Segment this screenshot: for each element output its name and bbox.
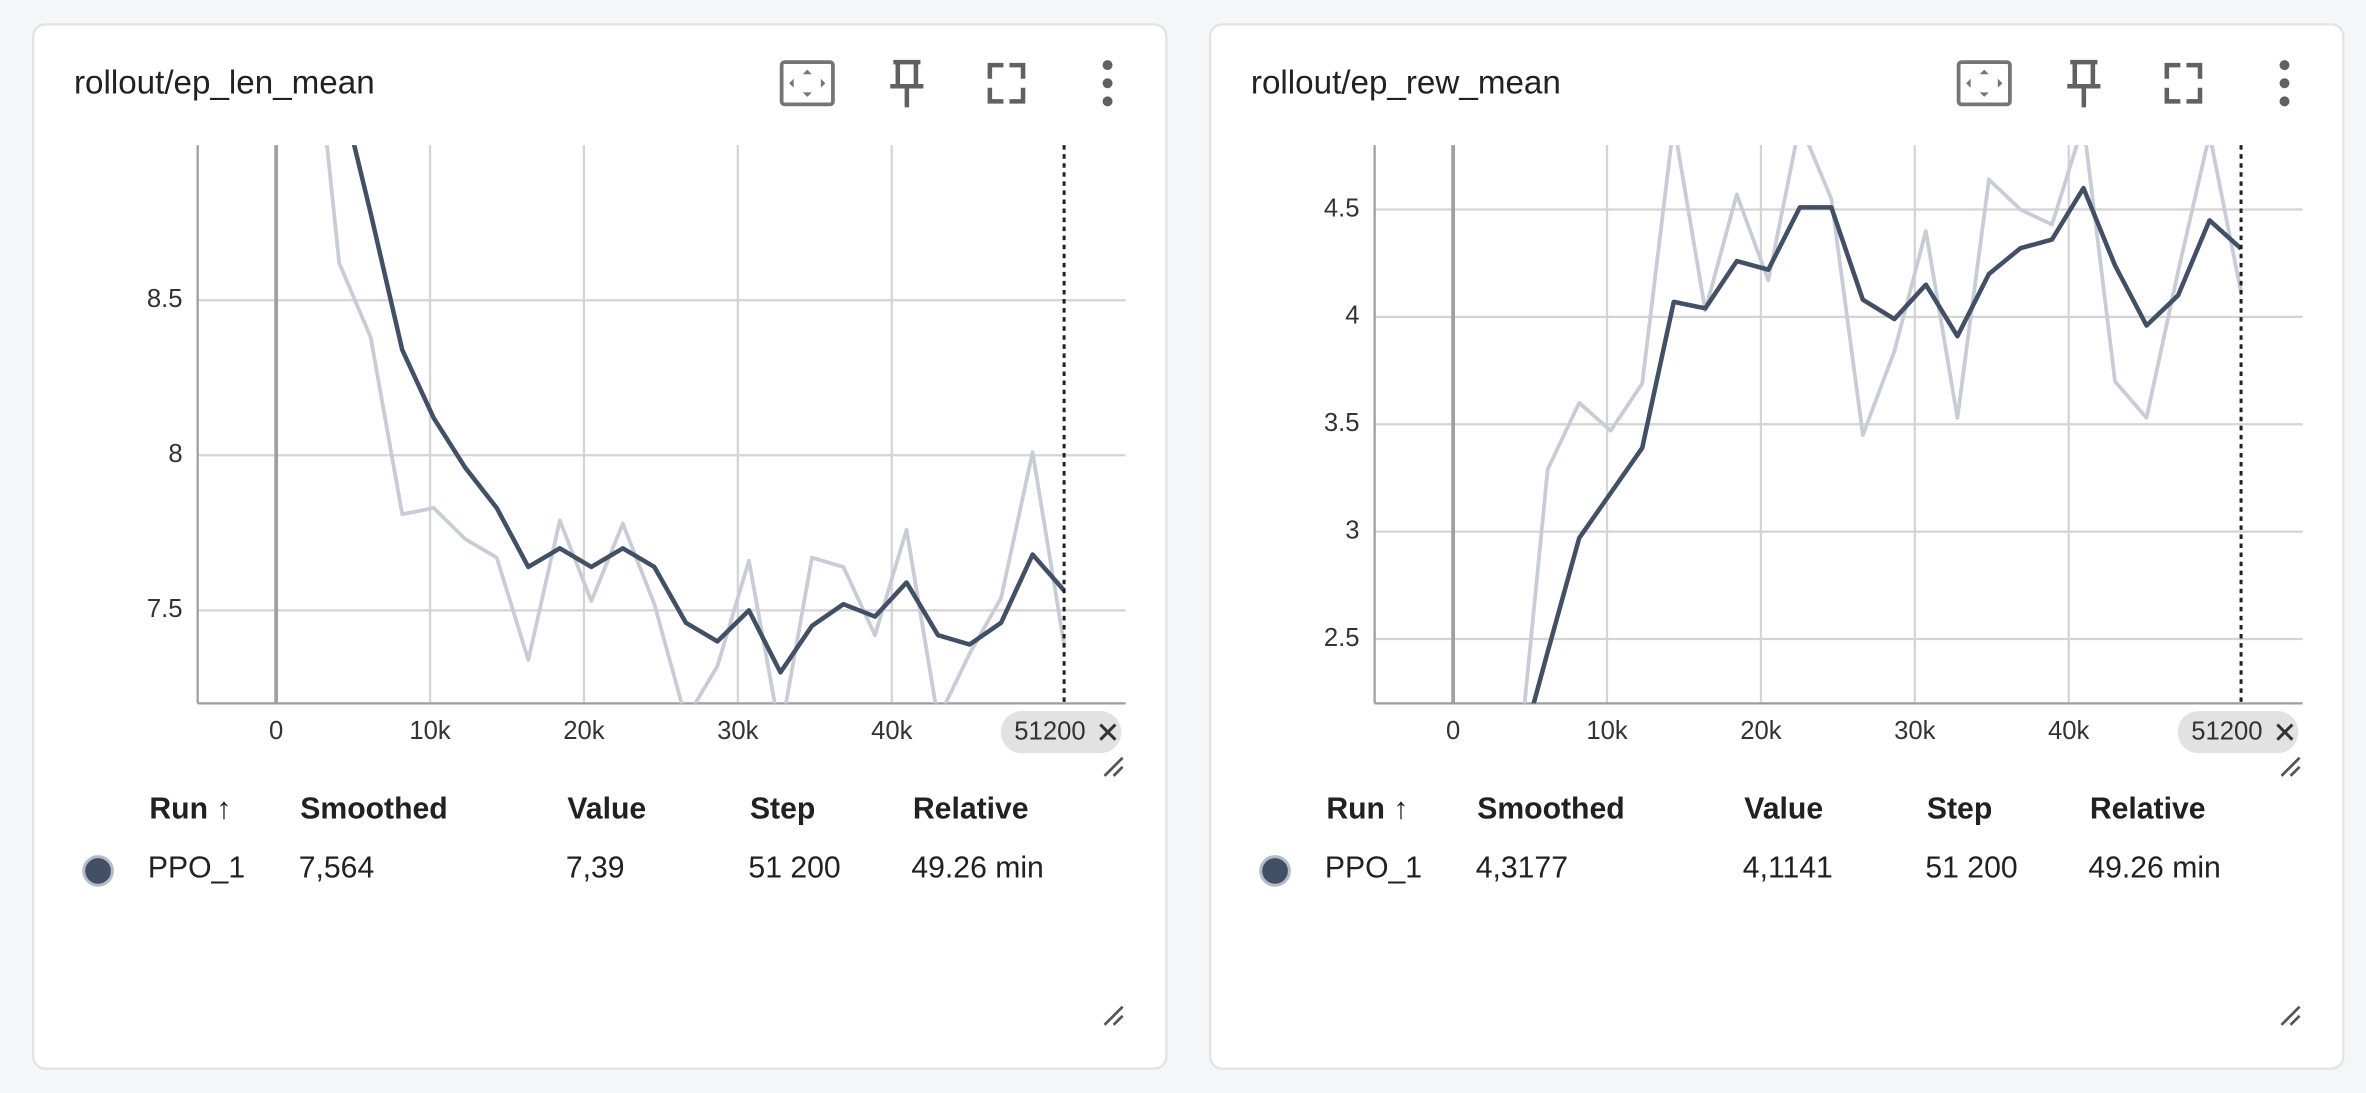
pin-button[interactable]	[2067, 59, 2101, 108]
run-color-dot	[82, 855, 114, 887]
card-title: rollout/ep_len_mean	[74, 65, 375, 102]
x-tick-label: 30k	[1894, 717, 1936, 745]
table-cell: PPO_1	[1325, 851, 1422, 884]
icon	[2279, 96, 2290, 107]
raw-line	[1522, 145, 2243, 704]
icon	[987, 62, 1026, 104]
resize-handle	[1103, 1005, 1124, 1026]
raw-line	[325, 145, 1066, 704]
chip-background	[1000, 710, 1122, 754]
pin-button[interactable]	[890, 59, 924, 108]
table-cell: 7,564	[299, 851, 374, 884]
y-tick-label: 8	[168, 440, 182, 468]
table-cell: 49.26 min	[911, 851, 1043, 884]
chip-label: 51200	[2191, 718, 2262, 746]
icon	[2279, 78, 2290, 89]
resize-handle	[1103, 756, 1124, 777]
y-tick-label: 4	[1345, 302, 1359, 330]
x-tick-label: 20k	[563, 717, 605, 745]
card-title: rollout/ep_rew_mean	[1251, 65, 1561, 102]
x-tick-label: 0	[1446, 717, 1460, 745]
hover-chip[interactable]: 51200	[2177, 710, 2299, 754]
smoothed-line	[1531, 185, 2243, 704]
fullscreen-button[interactable]	[2164, 62, 2203, 104]
x-tick-label: 40k	[2048, 717, 2090, 745]
table-cell: 49.26 min	[2088, 851, 2220, 884]
icon	[890, 59, 924, 108]
more-button[interactable]	[2279, 60, 2290, 107]
smoothed-line	[351, 145, 1066, 675]
table-header: Relative	[2090, 793, 2206, 826]
icon	[779, 60, 835, 107]
card: rollout/ep_len_mean 7.5 8 8.5 0 10k 20k 30k 40k 5…	[32, 23, 1168, 1070]
y-tick-label: 3	[1345, 516, 1359, 544]
resize-handle	[2280, 756, 2301, 777]
table-cell: 7,39	[566, 851, 625, 884]
icon	[1956, 60, 2012, 107]
fullscreen-button[interactable]	[987, 62, 1026, 104]
icon	[2279, 60, 2290, 71]
x-tick-label: 10k	[1586, 717, 1628, 745]
table-cell: 4,1141	[1743, 851, 1833, 884]
y-tick-label: 4.5	[1324, 194, 1360, 222]
table-header: Run ↑	[149, 793, 231, 826]
table-cell: PPO_1	[148, 851, 245, 884]
table-header: Step	[750, 793, 815, 826]
table-cell: 51 200	[1925, 851, 2017, 884]
table-cell: 51 200	[748, 851, 840, 884]
card-background	[1209, 23, 2345, 1070]
y-tick-label: 3.5	[1324, 409, 1360, 437]
fit-domain-button[interactable]	[779, 60, 835, 107]
table-header: Value	[1744, 793, 1823, 826]
icon	[1102, 96, 1113, 107]
chip-close	[1099, 723, 1117, 741]
fit-domain-button[interactable]	[1956, 60, 2012, 107]
resize-handle	[2280, 1005, 2301, 1026]
card: rollout/ep_rew_mean 2.5 3 3.5 4 4.5 0 10k 20k 30k…	[1209, 23, 2345, 1070]
x-tick-label: 30k	[717, 717, 759, 745]
y-tick-label: 7.5	[147, 595, 183, 623]
more-button[interactable]	[1102, 60, 1113, 107]
table-header: Value	[567, 793, 646, 826]
y-tick-label: 2.5	[1324, 624, 1360, 652]
x-tick-label: 40k	[871, 717, 913, 745]
x-tick-label: 0	[269, 717, 283, 745]
table-header: Relative	[913, 793, 1029, 826]
chip-close	[2276, 723, 2294, 741]
icon	[1102, 78, 1113, 89]
chip-background	[2177, 710, 2299, 754]
table-header: Smoothed	[300, 793, 447, 826]
table-cell: 4,3177	[1476, 851, 1568, 884]
table-header: Run ↑	[1326, 793, 1408, 826]
icon	[1102, 60, 1113, 71]
card-background	[32, 23, 1168, 1070]
icon	[2164, 62, 2203, 104]
y-tick-label: 8.5	[147, 285, 183, 313]
table-header: Smoothed	[1477, 793, 1624, 826]
run-color-dot	[1259, 855, 1291, 887]
table-header: Step	[1927, 793, 1992, 826]
x-tick-label: 20k	[1740, 717, 1782, 745]
icon	[2067, 59, 2101, 108]
hover-chip[interactable]: 51200	[1000, 710, 1122, 754]
chip-label: 51200	[1014, 718, 1085, 746]
x-tick-label: 10k	[409, 717, 451, 745]
